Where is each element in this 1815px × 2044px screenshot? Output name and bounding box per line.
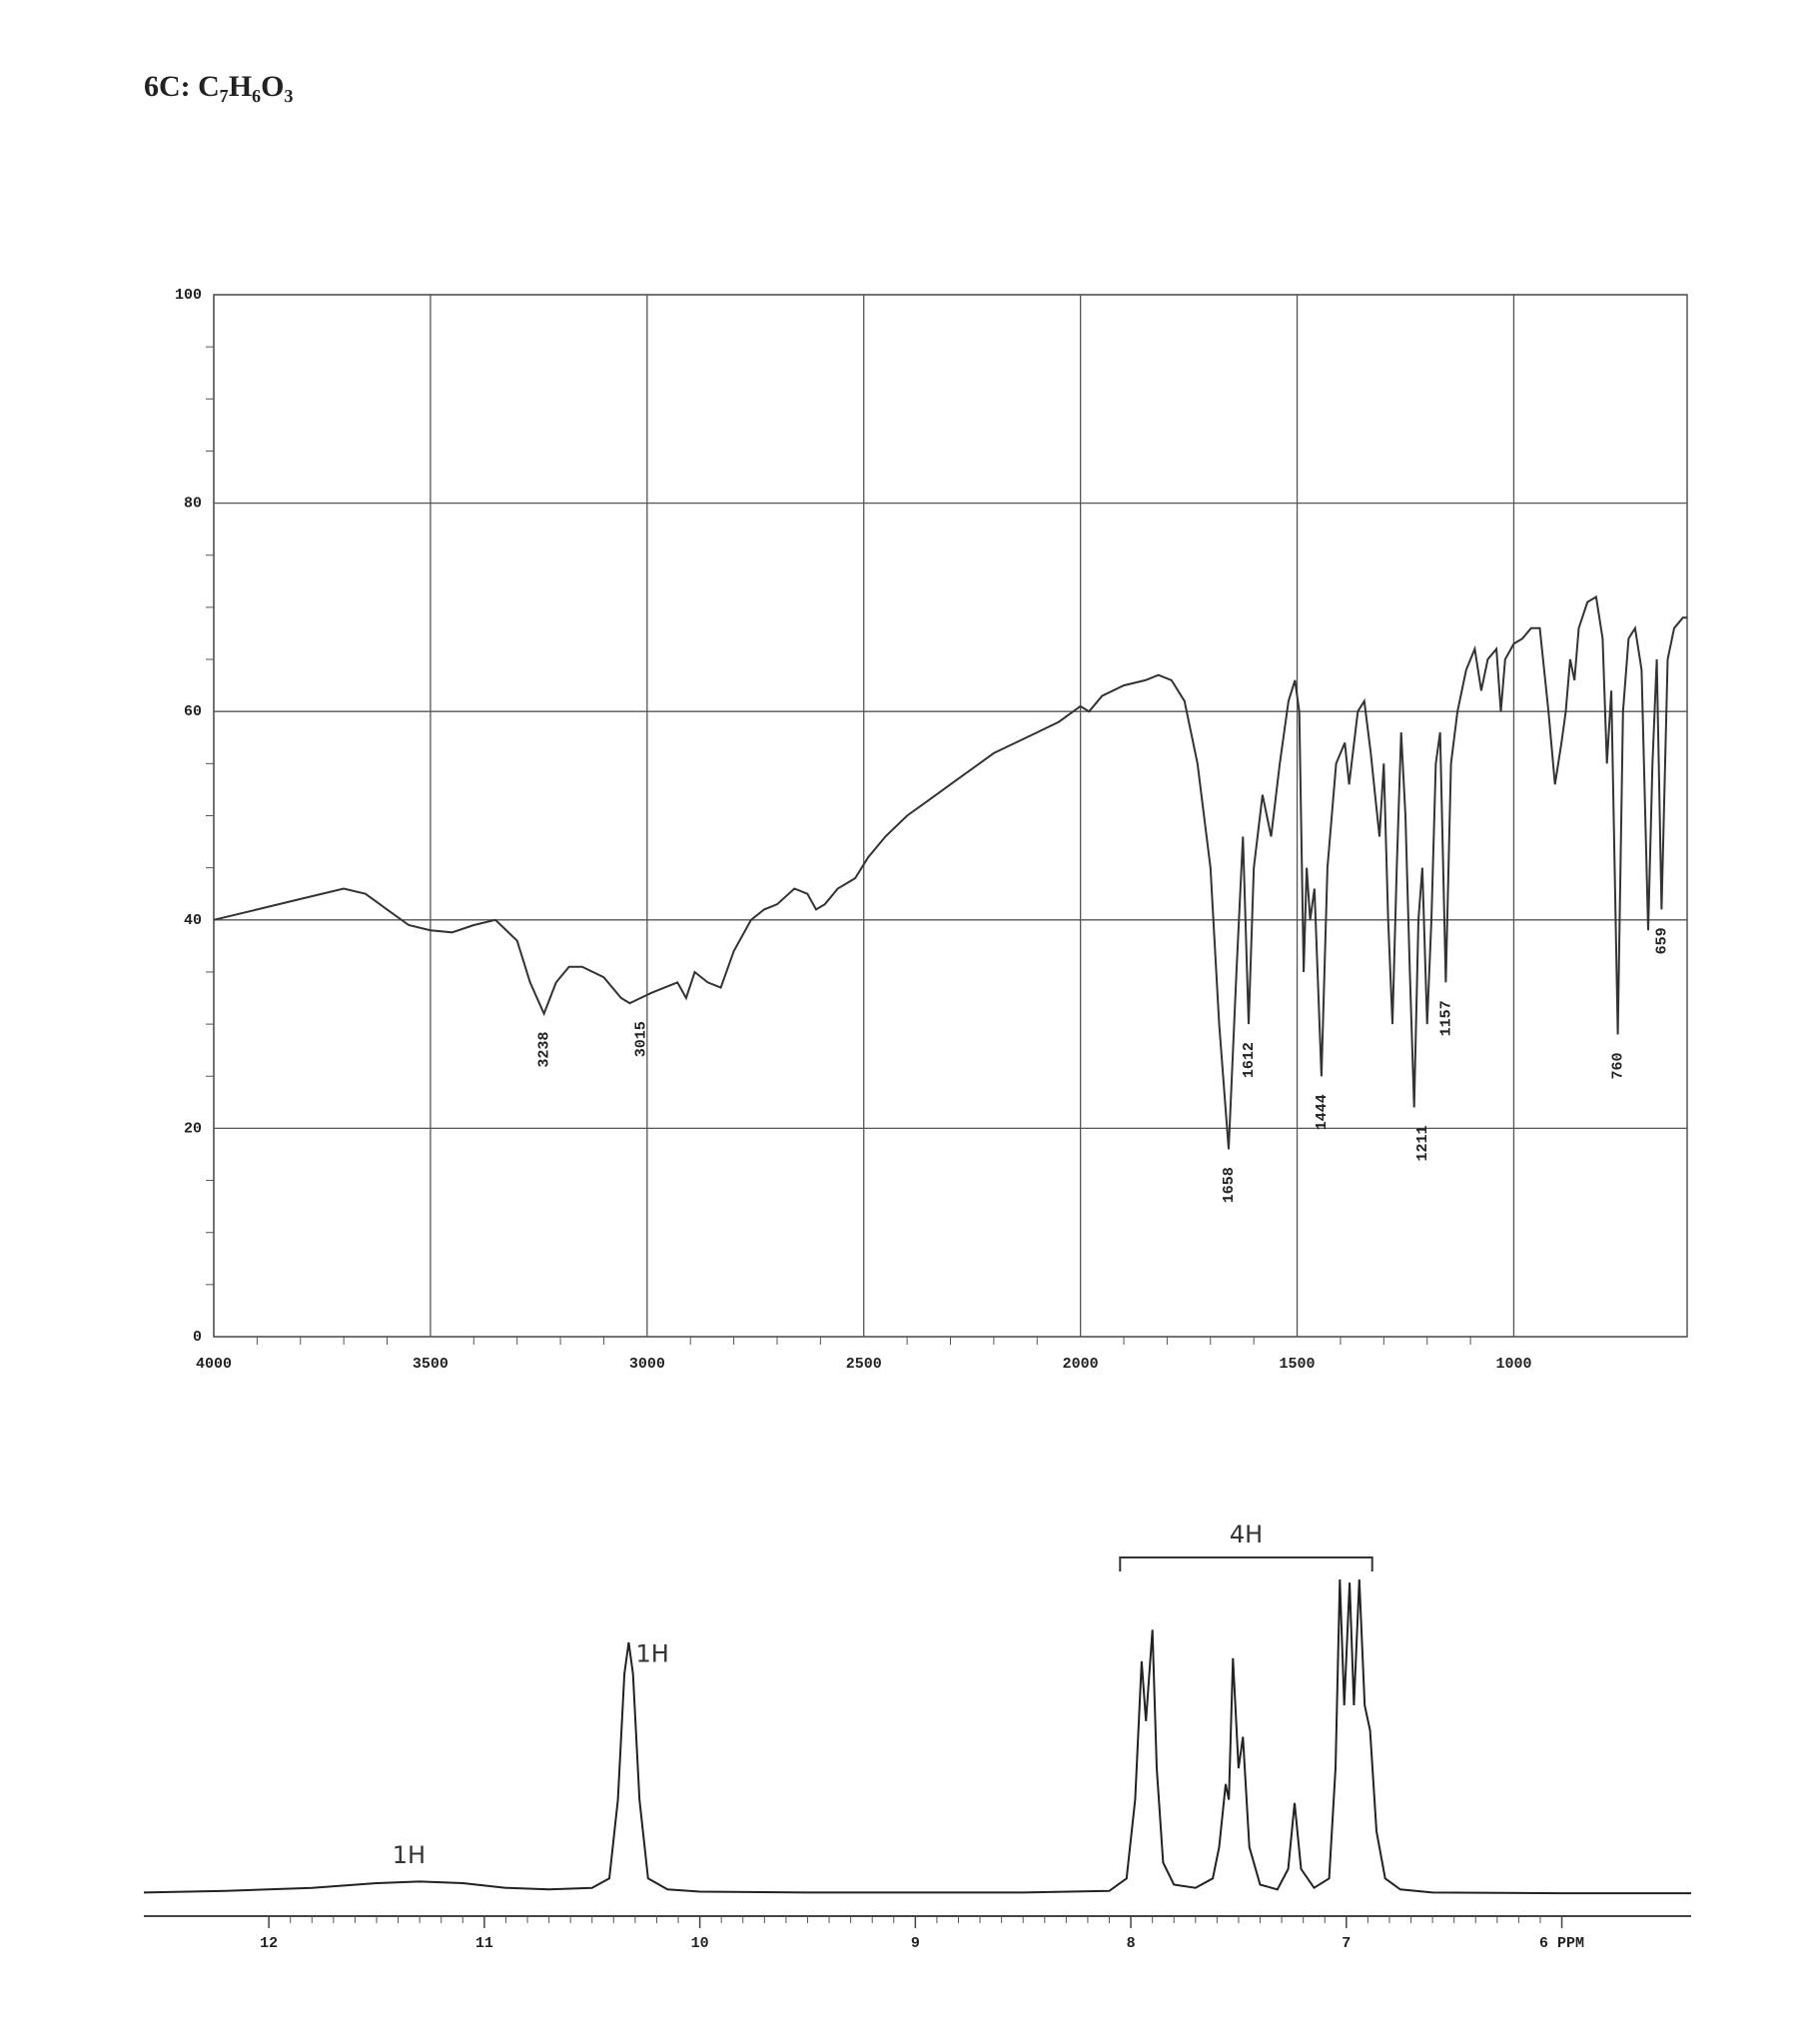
integration-label: 1H (635, 1640, 668, 1668)
integration-label: 4H (1230, 1521, 1263, 1548)
y-tick-label: 20 (184, 1120, 202, 1137)
title: 6C: C₇H₆O₃ (144, 70, 293, 103)
peak-label: 659 (1653, 927, 1670, 954)
x-tick-label: 1500 (1280, 1356, 1316, 1373)
x-tick-label: 12 (260, 1935, 278, 1952)
peak-label: 1157 (1437, 1000, 1454, 1036)
y-tick-label: 80 (184, 496, 202, 512)
spectrum-line (213, 594, 1687, 1150)
x-tick-label: 1000 (1495, 1356, 1531, 1373)
y-tick-label: 0 (193, 1329, 202, 1346)
peak-label: 1444 (1314, 1094, 1331, 1130)
integration-bracket (1119, 1555, 1373, 1571)
y-tick-label: 40 (184, 912, 202, 929)
x-tick-label: 2000 (1063, 1356, 1099, 1373)
peak-label: 1211 (1414, 1126, 1431, 1162)
plot-frame (213, 294, 1688, 1338)
x-tick-label: 10 (691, 1935, 709, 1952)
x-tick-label: 6 PPM (1539, 1935, 1584, 1952)
y-tick-label: 60 (184, 703, 202, 720)
peak-label: 1612 (1241, 1042, 1258, 1078)
y-tick-label: 100 (175, 287, 202, 304)
peak-label: 1658 (1221, 1167, 1238, 1203)
x-tick-label: 7 (1342, 1935, 1351, 1952)
peak-label: 3015 (632, 1021, 649, 1057)
peak-label: 760 (1610, 1053, 1627, 1080)
peak-label: 3238 (536, 1032, 553, 1068)
x-tick-label: 2500 (846, 1356, 882, 1373)
x-tick-label: 11 (475, 1935, 493, 1952)
x-tick-label: 3500 (413, 1356, 449, 1373)
x-tick-label: 8 (1127, 1935, 1136, 1952)
x-tick-label: 4000 (196, 1356, 232, 1373)
x-tick-label: 3000 (629, 1356, 665, 1373)
integration-label: 1H (393, 1841, 426, 1869)
spectrum-line (143, 1578, 1691, 1895)
x-tick-label: 9 (911, 1935, 920, 1952)
